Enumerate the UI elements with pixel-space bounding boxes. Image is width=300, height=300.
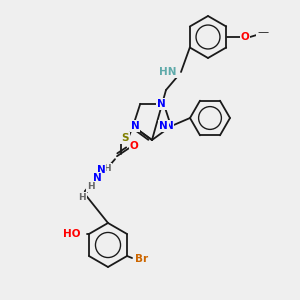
Text: H: H xyxy=(78,193,86,202)
Text: —: — xyxy=(257,27,268,37)
Text: N: N xyxy=(158,99,166,109)
Text: H: H xyxy=(87,182,95,191)
Text: O: O xyxy=(130,141,138,151)
Text: N: N xyxy=(93,173,101,183)
Text: Br: Br xyxy=(135,254,148,264)
Text: S: S xyxy=(121,133,129,143)
Text: N: N xyxy=(97,165,105,175)
Text: HN: HN xyxy=(160,67,177,77)
Text: N: N xyxy=(159,121,168,131)
Text: HO: HO xyxy=(63,229,81,239)
Text: N: N xyxy=(130,121,140,131)
Text: H: H xyxy=(103,164,111,173)
Text: N: N xyxy=(165,121,173,131)
Text: O: O xyxy=(241,32,249,42)
